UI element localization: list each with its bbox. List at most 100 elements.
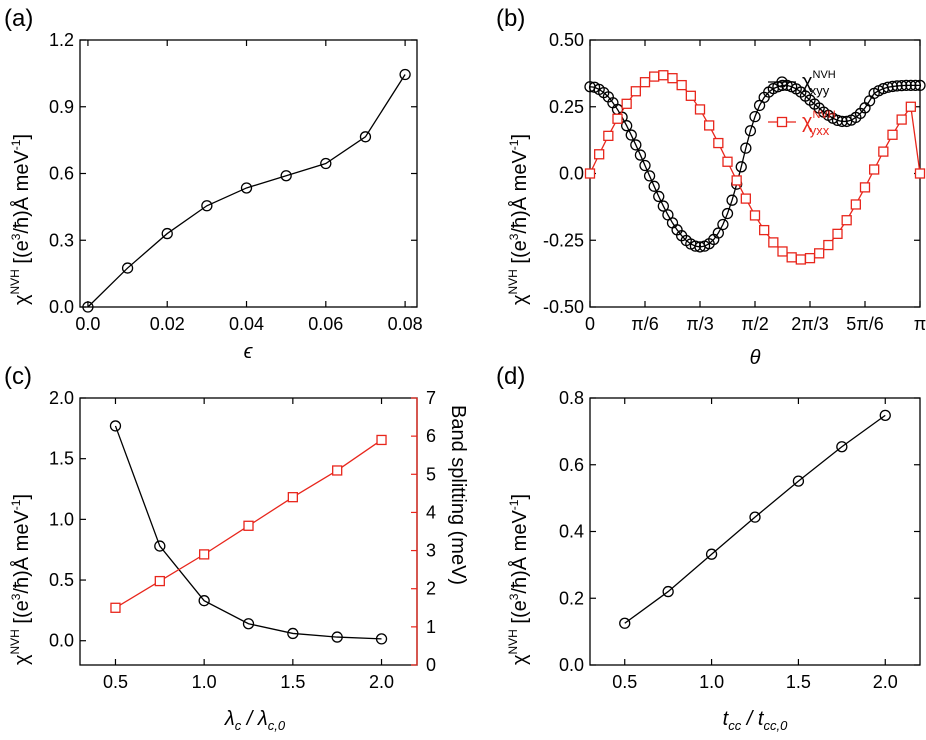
data-point-b-0 bbox=[625, 129, 637, 141]
data-point-c-0 bbox=[287, 627, 299, 640]
right-y-tick-label: 7 bbox=[426, 388, 436, 408]
right-axis-label-c: Band splitting (meV) bbox=[447, 405, 469, 585]
y-tick-label: 0.0 bbox=[559, 164, 584, 184]
data-point-b-0 bbox=[900, 79, 912, 92]
y-tick-label: 0.25 bbox=[549, 97, 584, 117]
data-point-b-1 bbox=[887, 129, 898, 140]
panel-label-d: (d) bbox=[496, 363, 525, 390]
right-y-tick-label: 3 bbox=[426, 541, 436, 561]
x-tick-label: 1.5 bbox=[280, 672, 305, 692]
right-y-tick-label: 4 bbox=[426, 502, 436, 522]
data-point-b-0 bbox=[634, 149, 647, 161]
y-tick-label: 0.6 bbox=[559, 455, 584, 475]
data-point-b-0 bbox=[891, 80, 903, 92]
data-point-b-0 bbox=[744, 125, 757, 137]
data-point-b-1 bbox=[704, 120, 715, 131]
data-point-d-0 bbox=[619, 617, 631, 629]
data-point-a-0 bbox=[161, 227, 173, 240]
right-y-tick-label: 1 bbox=[426, 617, 436, 637]
data-point-d-0 bbox=[879, 409, 891, 422]
y-tick-label: 0.9 bbox=[49, 97, 74, 117]
data-point-b-1 bbox=[905, 101, 916, 112]
x-tick-label: π/3 bbox=[686, 314, 713, 334]
data-point-b-0 bbox=[648, 180, 660, 192]
x-axis-label-b: θ bbox=[750, 347, 761, 369]
data-point-b-1 bbox=[768, 237, 779, 248]
x-tick-label: 1.0 bbox=[699, 672, 724, 692]
data-point-b-1 bbox=[740, 193, 751, 204]
y-tick-label: 2.0 bbox=[49, 388, 74, 408]
x-tick-label: 0.04 bbox=[229, 314, 264, 334]
data-point-b-1 bbox=[786, 252, 797, 263]
data-point-c-1 bbox=[110, 602, 121, 613]
y-tick-label: 0.4 bbox=[559, 522, 584, 542]
x-tick-label: π/2 bbox=[741, 314, 768, 334]
data-point-a-0 bbox=[201, 200, 213, 212]
data-d bbox=[619, 409, 891, 629]
data-point-b-1 bbox=[649, 71, 660, 82]
data-point-b-1 bbox=[869, 164, 880, 175]
data-point-b-1 bbox=[639, 77, 651, 88]
data-point-b-1 bbox=[777, 246, 788, 257]
data-point-b-0 bbox=[653, 190, 665, 203]
data-point-b-1 bbox=[795, 254, 806, 265]
data-point-c-0 bbox=[109, 420, 122, 432]
data-point-b-1 bbox=[685, 90, 696, 101]
panel-c: 0.5 1.0 1.5 2.0 0.0 0.5 1.0 1.5 2.0 0 1 2 3 4 5 6 7 λc /… bbox=[8, 388, 469, 733]
data-point-b-1 bbox=[850, 199, 861, 210]
y-tick-label: 1.5 bbox=[49, 449, 74, 469]
y-axis-label-c bbox=[8, 493, 33, 665]
data-point-c-0 bbox=[331, 631, 343, 643]
x-tick-label: 0.5 bbox=[612, 672, 637, 692]
data-point-a-0 bbox=[121, 262, 134, 274]
data-point-b-0 bbox=[630, 139, 642, 151]
data-point-b-0 bbox=[621, 120, 633, 132]
data-point-b-1 bbox=[658, 70, 669, 81]
data-point-b-1 bbox=[896, 114, 907, 125]
data-point-b-0 bbox=[749, 110, 761, 123]
data-point-b-0 bbox=[909, 79, 922, 92]
data-point-b-1 bbox=[713, 137, 724, 149]
panel-label-b: (b) bbox=[496, 5, 525, 32]
data-point-b-0 bbox=[914, 79, 926, 92]
data-point-a-0 bbox=[320, 157, 332, 170]
data-point-d-0 bbox=[792, 475, 805, 487]
data-point-b-0 bbox=[689, 240, 702, 252]
data-point-b-0 bbox=[643, 170, 656, 182]
y-tick-label: -0.25 bbox=[543, 230, 584, 250]
y-tick-label: 0.2 bbox=[559, 588, 584, 608]
data-point-b-1 bbox=[841, 215, 852, 226]
data-b bbox=[584, 70, 926, 265]
y-tick-label: 0.50 bbox=[549, 30, 584, 50]
x-tick-label: π bbox=[914, 314, 926, 334]
data-point-c-0 bbox=[198, 595, 210, 607]
x-tick-label: 1.5 bbox=[786, 672, 811, 692]
data-point-d-0 bbox=[705, 548, 718, 560]
data-point-b-0 bbox=[896, 80, 908, 92]
x-tick-label: 0.08 bbox=[388, 314, 423, 334]
data-point-b-0 bbox=[726, 194, 738, 206]
data-point-b-1 bbox=[832, 228, 843, 239]
data-point-d-0 bbox=[662, 585, 674, 598]
x-tick-label: 1.0 bbox=[192, 672, 217, 692]
x-tick-label: 5π/6 bbox=[846, 314, 883, 334]
series-line-b-0 bbox=[589, 84, 921, 248]
right-y-tick-label: 0 bbox=[426, 655, 436, 675]
panel-b: 0 π/6 π/3 π/2 2π/3 5π/6 π -0.50 -0.25 0.0 0.25 0.50… bbox=[506, 30, 926, 369]
y-axis-label-a bbox=[8, 133, 33, 305]
data-point-b-0 bbox=[841, 115, 853, 128]
data-point-a-0 bbox=[359, 131, 372, 143]
x-tick-label: 2.0 bbox=[369, 672, 394, 692]
x-tick-label: 0.5 bbox=[103, 672, 128, 692]
data-point-b-1 bbox=[804, 252, 816, 264]
data-point-b-1 bbox=[584, 168, 596, 179]
legend-b: χNVH xyy χNVH yxx bbox=[768, 69, 836, 138]
panel-label-c: (c) bbox=[4, 363, 32, 390]
data-point-b-0 bbox=[657, 200, 669, 212]
data-point-a-0 bbox=[399, 68, 411, 81]
data-point-c-1 bbox=[332, 465, 343, 476]
data-point-b-0 bbox=[639, 159, 651, 172]
y-tick-label: 0.6 bbox=[49, 164, 74, 184]
x-tick-label: 0.02 bbox=[150, 314, 185, 334]
x-axis-label-a: ϵ bbox=[244, 341, 254, 363]
